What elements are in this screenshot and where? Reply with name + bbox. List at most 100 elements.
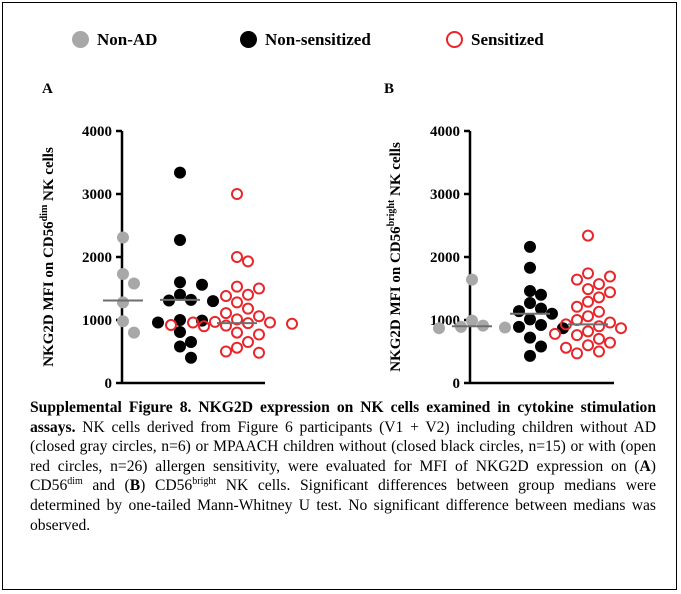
legend-item-non-sensitized: Non-sensitized bbox=[240, 30, 371, 50]
data-point bbox=[535, 288, 547, 301]
y-axis-label-part: NKG2D MFI on CD56 bbox=[41, 221, 57, 367]
data-point bbox=[582, 267, 594, 280]
data-point bbox=[117, 315, 129, 328]
data-point bbox=[209, 315, 221, 328]
series-non-sensitized bbox=[510, 240, 569, 362]
y-tick-label: 0 bbox=[105, 376, 113, 392]
data-point bbox=[253, 310, 265, 323]
data-point bbox=[231, 313, 243, 326]
data-point bbox=[593, 291, 605, 304]
data-point bbox=[242, 288, 254, 301]
data-point bbox=[242, 336, 254, 349]
data-point bbox=[466, 273, 478, 286]
y-axis-label-superscript: dim bbox=[39, 204, 50, 221]
legend-marker-non-ad bbox=[72, 31, 89, 48]
data-point bbox=[196, 278, 208, 291]
y-axis-label-part: NK cells bbox=[388, 142, 404, 200]
data-point bbox=[593, 345, 605, 358]
series-non-ad bbox=[103, 231, 143, 339]
y-tick-label: 0 bbox=[453, 376, 461, 392]
data-point bbox=[571, 347, 583, 360]
caption-sup-bright: bright bbox=[192, 476, 217, 488]
legend-label-non-ad: Non-AD bbox=[97, 30, 158, 49]
data-point bbox=[604, 286, 616, 299]
series-sensitized bbox=[549, 229, 627, 360]
caption-text-3: and ( bbox=[82, 477, 130, 495]
legend-marker-sensitized bbox=[446, 31, 463, 48]
figure-caption: Supplemental Figure 8. NKG2D expression … bbox=[30, 398, 656, 535]
caption-sup-dim: dim bbox=[67, 476, 83, 488]
series-sensitized bbox=[165, 188, 298, 359]
data-point bbox=[242, 302, 254, 315]
data-point bbox=[549, 327, 561, 340]
data-point bbox=[174, 166, 186, 179]
data-point bbox=[220, 319, 232, 332]
y-tick-label: 3000 bbox=[430, 187, 460, 203]
data-point bbox=[231, 341, 243, 354]
y-tick-label: 2000 bbox=[82, 250, 112, 266]
caption-text-1: NK cells derived from Figure 6 participa… bbox=[30, 418, 656, 475]
data-point bbox=[582, 339, 594, 352]
data-point bbox=[593, 320, 605, 333]
legend-label-sensitized: Sensitized bbox=[471, 30, 544, 49]
y-axis-label: NKG2D MFI on CD56dim NK cells bbox=[39, 147, 57, 367]
y-axis-label-part: NKG2D MFI on CD56 bbox=[388, 226, 404, 372]
caption-text-2: ) CD56 bbox=[30, 457, 656, 495]
data-point bbox=[152, 316, 164, 329]
legend-label-non-sensitized: Non-sensitized bbox=[265, 30, 371, 49]
data-point bbox=[604, 336, 616, 349]
data-point bbox=[524, 349, 536, 362]
data-point bbox=[582, 325, 594, 338]
data-point bbox=[128, 277, 140, 290]
caption-text-5: NK cells. Significant differences betwee… bbox=[30, 477, 656, 534]
data-point bbox=[207, 295, 219, 308]
data-point bbox=[242, 255, 254, 268]
data-point bbox=[198, 320, 210, 333]
series-non-sensitized bbox=[152, 166, 219, 364]
data-point bbox=[187, 316, 199, 329]
data-point bbox=[174, 340, 186, 353]
data-point bbox=[571, 273, 583, 286]
data-point bbox=[524, 296, 536, 309]
data-point bbox=[253, 346, 265, 359]
y-tick-label: 1000 bbox=[82, 313, 112, 329]
data-point bbox=[117, 296, 129, 309]
caption-ref-b: B bbox=[129, 477, 141, 495]
data-point bbox=[231, 280, 243, 293]
data-point bbox=[165, 319, 177, 332]
data-point bbox=[582, 283, 594, 296]
data-point bbox=[220, 290, 232, 303]
data-point bbox=[174, 276, 186, 289]
data-point bbox=[513, 305, 525, 318]
data-point bbox=[174, 314, 186, 326]
data-point bbox=[185, 351, 197, 364]
data-point bbox=[286, 317, 298, 330]
data-point bbox=[593, 305, 605, 318]
chart-panel-a: A NKG2D MFI on CD56dim NK cells 0 1000 2000 3… bbox=[39, 81, 298, 392]
y-tick-label: 4000 bbox=[430, 124, 460, 140]
data-point bbox=[433, 322, 445, 335]
data-point bbox=[593, 278, 605, 291]
legend-item-non-ad: Non-AD bbox=[72, 30, 157, 50]
data-point bbox=[117, 231, 129, 244]
data-point bbox=[174, 233, 186, 246]
data-point bbox=[466, 314, 478, 327]
data-point bbox=[220, 345, 232, 358]
data-point bbox=[582, 295, 594, 308]
data-point bbox=[582, 310, 594, 323]
y-tick-label: 3000 bbox=[82, 187, 112, 203]
data-point bbox=[128, 326, 140, 339]
legend-item-sensitized: Sensitized bbox=[446, 30, 544, 50]
data-point bbox=[535, 319, 547, 332]
data-point bbox=[264, 316, 276, 329]
data-point bbox=[513, 320, 525, 333]
legend-marker-non-sensitized bbox=[240, 31, 257, 48]
data-point bbox=[524, 331, 536, 344]
y-axis-label-part: NK cells bbox=[41, 147, 57, 205]
data-point bbox=[524, 313, 536, 326]
data-point bbox=[535, 340, 547, 353]
data-point bbox=[253, 282, 265, 295]
data-point bbox=[231, 188, 243, 200]
